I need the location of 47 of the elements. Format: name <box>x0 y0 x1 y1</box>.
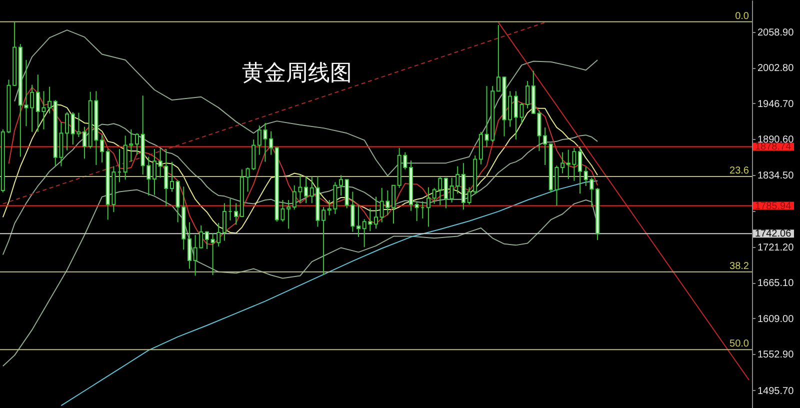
candlestick <box>269 130 274 156</box>
candlestick <box>65 112 70 151</box>
y-tick-label: 2002.80 <box>758 63 794 74</box>
line-series <box>2 189 598 367</box>
candlestick <box>48 86 52 114</box>
y-tick-label: 1721.20 <box>758 242 794 254</box>
candlestick <box>82 126 87 160</box>
candlestick <box>391 184 396 224</box>
candlestick <box>339 174 344 196</box>
candlestick <box>426 186 430 228</box>
candlestick <box>304 176 308 204</box>
y-tick-label: 2058.90 <box>758 28 794 39</box>
y-tick-label: 1946.70 <box>758 98 794 110</box>
candlestick <box>414 200 419 222</box>
candlestick <box>322 206 326 276</box>
candlestick <box>444 177 448 209</box>
candlestick <box>543 126 548 166</box>
y-tick-label: 1665.10 <box>758 278 794 290</box>
y-tick-label: 1609.00 <box>758 314 794 325</box>
candlestick <box>30 84 34 132</box>
annotation: 50.0 <box>730 338 750 350</box>
candlestick <box>100 134 104 163</box>
text: 黄金周线图 <box>242 61 352 86</box>
annotation: 23.6 <box>730 165 750 176</box>
candlestick <box>286 199 291 230</box>
ref-line-label: 1742.06 <box>755 228 792 240</box>
annotation: 0.0 <box>735 10 750 22</box>
candlestick <box>134 132 139 156</box>
candlestick <box>170 161 174 192</box>
candlestick <box>204 230 209 250</box>
candlestick <box>526 80 530 109</box>
y-tick-label: 1834.50 <box>758 170 794 182</box>
candlestick <box>222 202 226 242</box>
candlestick <box>374 196 378 230</box>
candlestick <box>578 146 582 194</box>
candlestick <box>356 204 361 238</box>
ref-line-label: 1785.94 <box>755 200 792 212</box>
candlestick <box>187 222 192 270</box>
candlestick <box>560 152 565 174</box>
annotation: 38.2 <box>730 260 750 272</box>
candlestick <box>234 202 238 226</box>
candlestick <box>508 90 512 128</box>
y-tick-label: 1552.90 <box>758 350 794 361</box>
candlestick <box>152 148 156 196</box>
y-tick-label: 1495.70 <box>758 386 794 397</box>
line-series <box>14 30 598 176</box>
line-series <box>2 123 598 256</box>
